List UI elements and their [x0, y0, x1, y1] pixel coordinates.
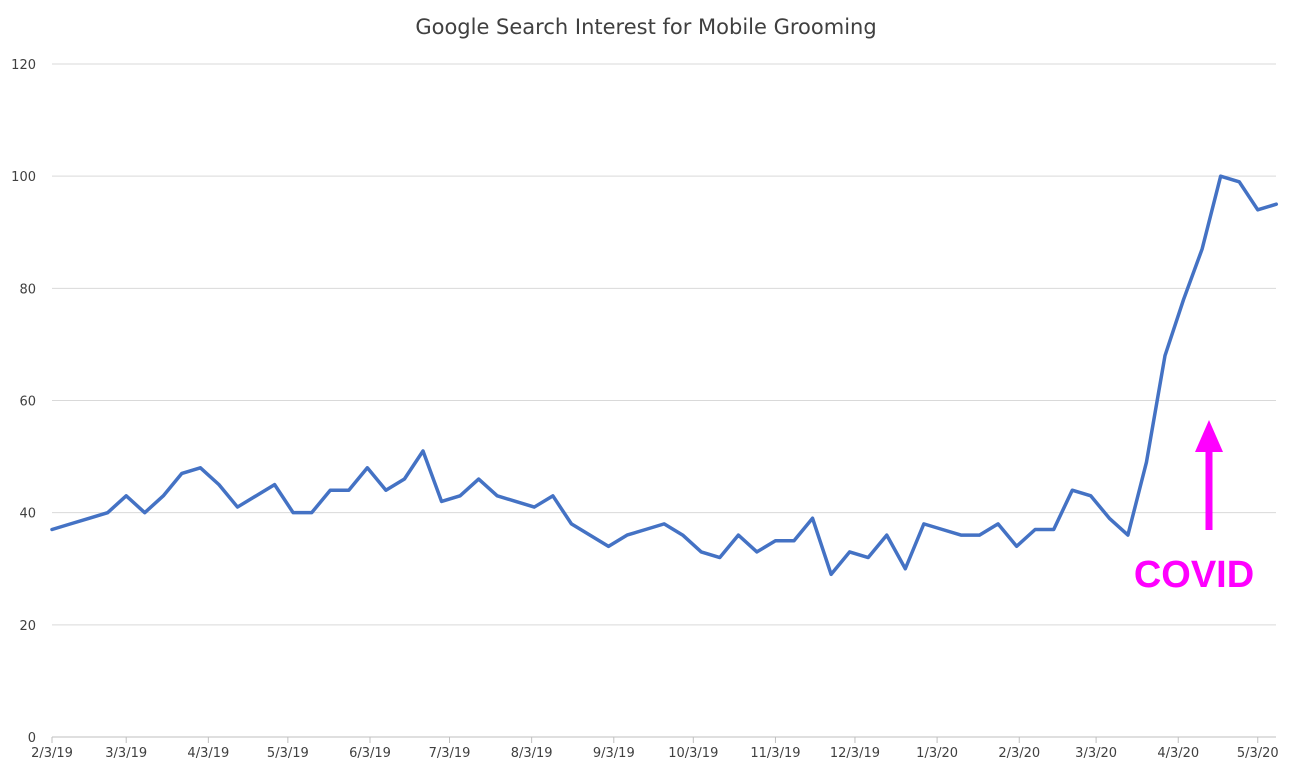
- y-axis-tick-labels: 0 20 40 60 80 100 120: [11, 58, 36, 746]
- gridlines: [52, 63, 1276, 626]
- x-tick-label: 4/3/19: [187, 746, 229, 761]
- y-tick-label: 100: [11, 170, 36, 185]
- x-tick-label: 2/3/20: [998, 746, 1040, 761]
- x-tick-label: 3/3/20: [1075, 746, 1117, 761]
- x-tick-label: 8/3/19: [511, 746, 553, 761]
- x-tick-label: 5/3/20: [1237, 746, 1279, 761]
- x-tick-label: 12/3/19: [830, 746, 880, 761]
- x-tick-label: 3/3/19: [105, 746, 147, 761]
- series-layer: [50, 174, 1279, 577]
- x-tick-label: 9/3/19: [593, 746, 635, 761]
- x-tick-label: 1/3/20: [916, 746, 958, 761]
- x-tick-label: 11/3/19: [750, 746, 800, 761]
- y-tick-label: 40: [19, 507, 36, 522]
- x-tick-label: 2/3/19: [31, 746, 73, 761]
- x-tick-label: 5/3/19: [267, 746, 309, 761]
- x-axis: [51, 736, 1276, 743]
- annotation-layer: COVID: [1134, 420, 1254, 596]
- annotation-arrow-head: [1195, 420, 1223, 452]
- y-tick-label: 0: [28, 731, 36, 746]
- annotation-label: COVID: [1134, 554, 1254, 596]
- x-tick-label: 10/3/19: [668, 746, 718, 761]
- chart-title: Google Search Interest for Mobile Groomi…: [415, 15, 876, 39]
- y-tick-label: 120: [11, 58, 36, 73]
- y-tick-label: 80: [19, 282, 36, 297]
- x-tick-label: 4/3/20: [1157, 746, 1199, 761]
- y-tick-label: 60: [19, 395, 36, 410]
- x-axis-tick-labels: 2/3/19 3/3/19 4/3/19 5/3/19 6/3/19 7/3/19 8/3/…: [31, 746, 1279, 761]
- y-tick-label: 20: [19, 619, 36, 634]
- x-tick-label: 6/3/19: [349, 746, 391, 761]
- x-tick-label: 7/3/19: [429, 746, 471, 761]
